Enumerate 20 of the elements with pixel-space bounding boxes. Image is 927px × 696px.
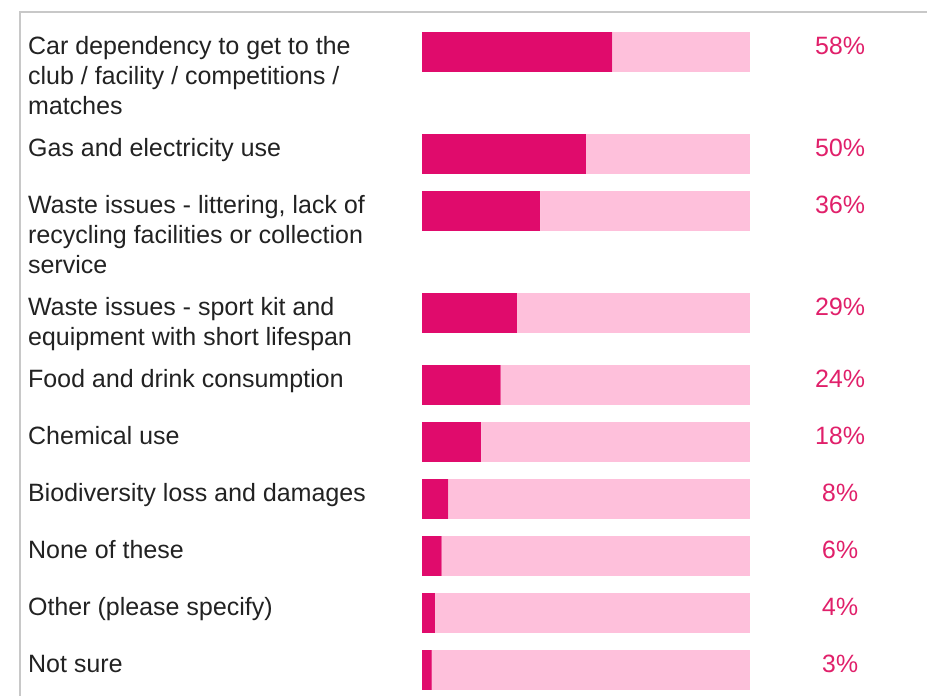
data-label: 18% <box>814 422 866 450</box>
data-label: 3% <box>822 650 858 678</box>
y-tick-label: Waste issues - sport kit and equipment with short lifespan <box>28 293 352 351</box>
y-tick-label: Car dependency to get to the club / facility / competitions / matches <box>28 32 350 120</box>
y-tick-label: Biodiversity loss and damages <box>28 479 366 507</box>
y-tick-label: Waste issues - littering, lack of recycling facilities or collection service <box>28 191 365 279</box>
data-label: 36% <box>814 191 866 219</box>
data-label: 6% <box>822 536 858 564</box>
y-tick-label: None of these <box>28 536 184 564</box>
data-label: 58% <box>814 32 866 60</box>
y-tick-label: Other (please specify) <box>28 593 273 621</box>
data-label: 4% <box>822 593 858 621</box>
y-tick-label: Gas and electricity use <box>28 134 281 162</box>
data-label: 50% <box>814 134 866 162</box>
data-label: 8% <box>822 479 858 507</box>
y-tick-label: Not sure <box>28 650 122 678</box>
y-tick-label: Food and drink consumption <box>28 365 344 393</box>
data-label: 24% <box>814 365 866 393</box>
y-tick-label: Chemical use <box>28 422 180 450</box>
data-label: 29% <box>814 293 866 321</box>
